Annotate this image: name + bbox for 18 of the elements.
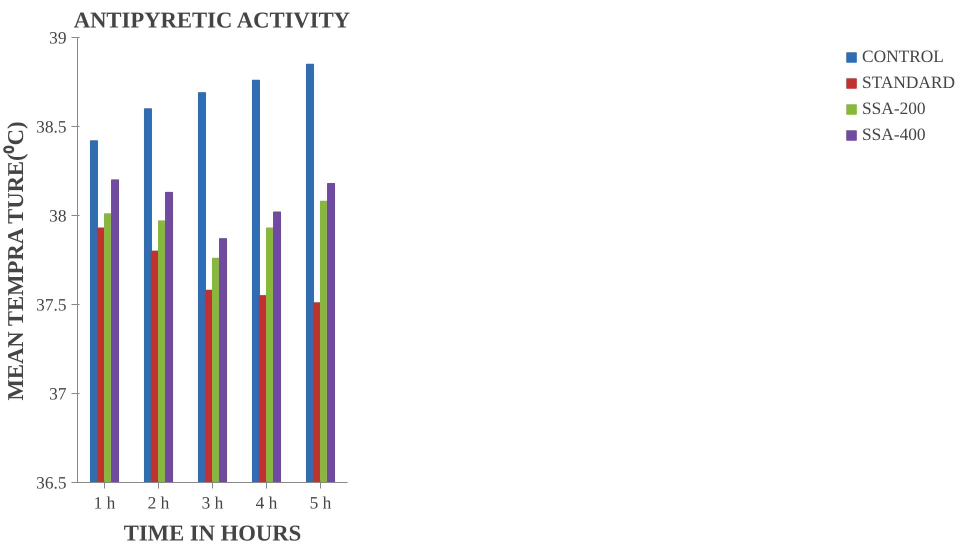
y-axis-title: MEAN TEMPRA TURE(⁰C) <box>3 122 28 401</box>
legend-label: CONTROL <box>862 47 944 67</box>
y-tick-label: 36.5 <box>36 474 67 492</box>
y-tick-label: 38 <box>49 206 66 226</box>
x-tick-label: 4 h <box>256 494 278 512</box>
x-tick-label: 1 h <box>94 494 116 512</box>
y-tick-label: 37.5 <box>36 296 67 314</box>
x-tick-label: 3 h <box>202 494 224 512</box>
y-tick-label: 37 <box>49 384 67 404</box>
y-tick-label: 38.5 <box>36 118 67 136</box>
legend-label: STANDARD <box>862 73 955 93</box>
legend-label: SSA-400 <box>862 125 926 145</box>
y-tick-label: 39 <box>49 28 66 48</box>
x-tick-label: 2 h <box>148 494 170 512</box>
x-tick-label: 5 h <box>310 494 332 512</box>
x-axis-title: TIME IN HOURS <box>124 520 302 546</box>
legend-label: SSA-200 <box>862 99 926 119</box>
chart-title: ANTIPYRETIC ACTIVITY <box>74 8 350 32</box>
